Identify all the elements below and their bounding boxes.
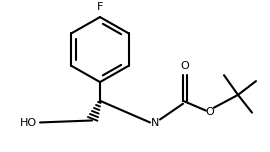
Text: O: O (206, 107, 214, 117)
Text: O: O (180, 61, 189, 71)
Text: N: N (151, 118, 159, 128)
Text: HO: HO (19, 118, 36, 128)
Text: F: F (97, 2, 103, 12)
